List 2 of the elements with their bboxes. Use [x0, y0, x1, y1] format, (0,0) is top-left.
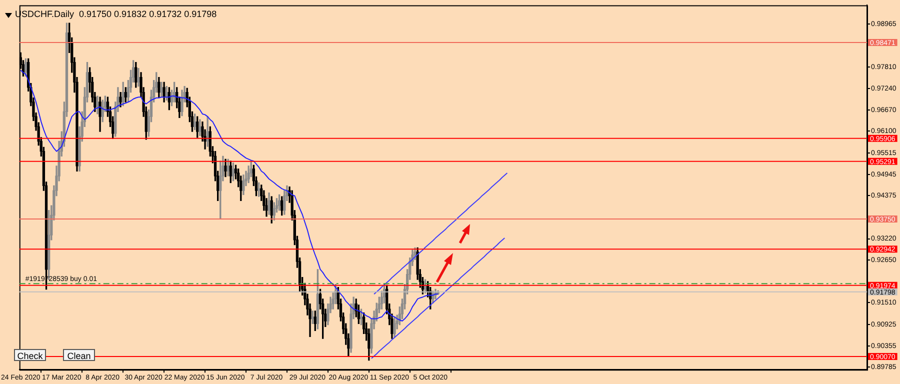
- annotation: Check: [14, 349, 46, 361]
- annotation: Clean: [63, 349, 95, 361]
